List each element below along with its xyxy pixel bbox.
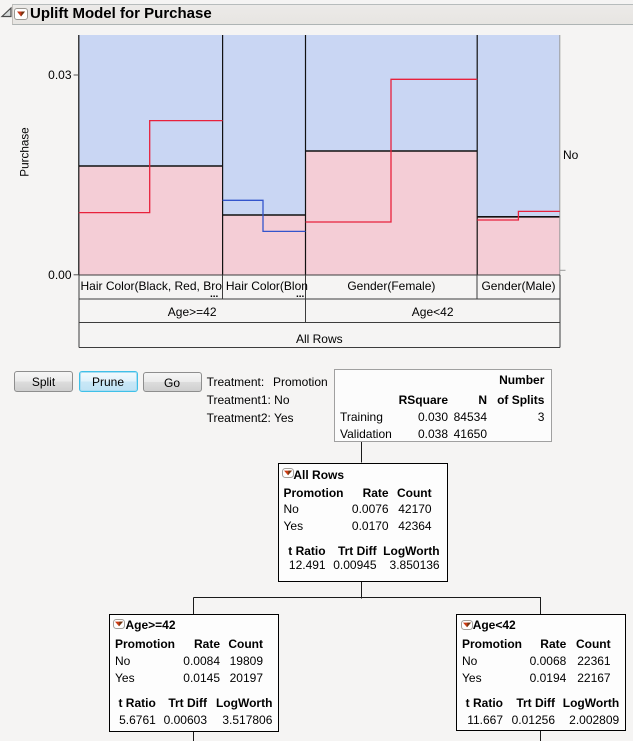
- svg-text:Purchase: Purchase: [19, 127, 32, 176]
